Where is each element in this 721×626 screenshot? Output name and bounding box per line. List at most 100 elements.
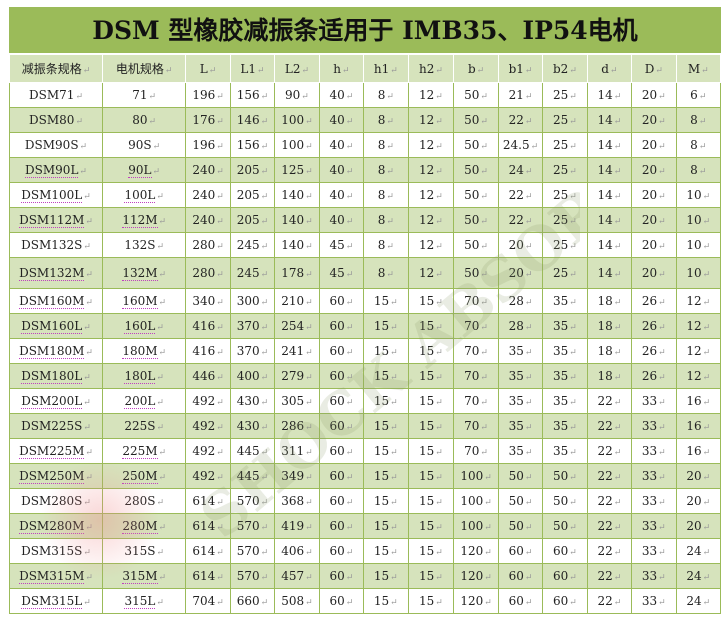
table-cell-text: 28 [508, 294, 524, 308]
table-cell-text: 570 [236, 544, 260, 558]
table-cell: 20↵ [675, 463, 721, 489]
table-cell-text: 21 [508, 88, 524, 102]
table-cell: 430↵ [229, 388, 276, 414]
paragraph-mark-icon: ↵ [569, 192, 577, 202]
table-cell-text: 60 [329, 319, 345, 333]
paragraph-mark-icon: ↵ [702, 573, 711, 583]
paragraph-mark-icon: ↵ [702, 242, 711, 252]
table-cell: 70↵ [453, 438, 499, 464]
table-cell-text: 240 [192, 188, 216, 202]
table-cell: 60↵ [542, 538, 588, 564]
paragraph-mark-icon: ↵ [613, 523, 622, 533]
table-cell-text: 22 [508, 188, 524, 202]
table-cell: 60↵ [318, 313, 365, 339]
paragraph-mark-icon: ↵ [480, 92, 488, 102]
table-cell-text: 100 [281, 113, 305, 127]
table-cell-text: DSM100L [21, 188, 83, 203]
table-cell: 21↵ [497, 82, 544, 108]
paragraph-mark-icon: ↵ [569, 298, 577, 308]
paragraph-mark-icon: ↵ [613, 298, 622, 308]
table-cell: DSM225S↵ [8, 413, 104, 439]
paragraph-mark-icon: ↵ [569, 473, 577, 483]
table-cell: 50↵ [453, 207, 499, 233]
paragraph-mark-icon: ↵ [156, 423, 165, 433]
table-cell-text: 245 [236, 266, 260, 280]
table-cell: DSM315L↵ [8, 588, 104, 614]
table-cell-text: 12 [419, 266, 435, 280]
table-cell-text: 20 [641, 113, 658, 127]
table-cell-text: 370 [236, 319, 260, 333]
paragraph-mark-icon: ↵ [484, 473, 492, 483]
paragraph-mark-icon: ↵ [480, 142, 488, 152]
table-cell: 50↵ [453, 82, 499, 108]
table-cell-text: 370 [236, 344, 260, 358]
paragraph-mark-icon: ↵ [435, 373, 443, 383]
table-cell-text: DSM225M [19, 444, 85, 459]
paragraph-mark-icon: ↵ [569, 573, 577, 583]
paragraph-mark-icon: ↵ [305, 323, 313, 333]
paragraph-mark-icon: ↵ [156, 373, 164, 383]
table-cell-text: 60 [329, 469, 345, 483]
table-cell-text: DSM160L [21, 319, 83, 334]
table-cell: 50↵ [497, 463, 544, 489]
paragraph-mark-icon: ↵ [83, 373, 91, 383]
paragraph-mark-icon: ↵ [613, 142, 622, 152]
table-cell-text: 16 [686, 419, 702, 433]
paragraph-mark-icon: ↵ [216, 348, 224, 358]
paragraph-mark-icon: ↵ [613, 448, 622, 458]
paragraph-mark-icon: ↵ [435, 242, 443, 252]
table-cell-text: 18 [597, 294, 613, 308]
table-cell-text: 24 [508, 163, 524, 177]
table-cell: 40↵ [318, 107, 365, 133]
table-cell-text: 22 [597, 494, 613, 508]
table-cell-text: 22 [508, 113, 524, 127]
table-cell-text: DSM80 [29, 113, 75, 127]
table-cell-text: 225M [122, 444, 158, 459]
paragraph-mark-icon: ↵ [260, 323, 269, 333]
paragraph-mark-icon: ↵ [524, 373, 533, 383]
paragraph-mark-icon: ↵ [658, 423, 666, 433]
table-cell-text: 140 [281, 188, 305, 202]
paragraph-mark-icon: ↵ [156, 548, 165, 558]
paragraph-mark-icon: ↵ [658, 242, 666, 252]
paragraph-mark-icon: ↵ [305, 473, 313, 483]
table-cell: 225M↵ [102, 438, 187, 464]
paragraph-mark-icon: ↵ [390, 298, 398, 308]
table-cell: 22↵ [586, 413, 633, 439]
table-cell-text: 22 [597, 469, 613, 483]
paragraph-mark-icon: ↵ [345, 523, 354, 533]
paragraph-mark-icon: ↵ [524, 323, 533, 333]
paragraph-mark-icon: ↵ [480, 398, 488, 408]
table-cell: 704↵ [185, 588, 231, 614]
table-cell-text: 15 [373, 469, 390, 483]
table-cell-text: 250M [122, 469, 158, 484]
paragraph-mark-icon: ↵ [305, 348, 313, 358]
table-cell-text: 60 [329, 494, 345, 508]
paragraph-mark-icon: ↵ [152, 167, 161, 177]
paragraph-mark-icon: ↵ [216, 398, 224, 408]
paragraph-mark-icon: ↵ [702, 348, 711, 358]
table-cell-text: 15 [373, 419, 390, 433]
table-row: DSM100L↵ 100L↵ 240↵ 205↵ 140↵ 40↵ 8↵ 12↵ 50↵ 22↵ 2… [8, 182, 721, 208]
table-cell-text: 241 [281, 344, 305, 358]
table-cell: 50↵ [542, 463, 588, 489]
table-cell: 20↵ [631, 107, 677, 133]
table-cell: DSM80↵ [8, 107, 104, 133]
paragraph-mark-icon: ↵ [613, 573, 622, 583]
table-cell: 15↵ [363, 338, 409, 364]
paragraph-mark-icon: ↵ [435, 498, 443, 508]
table-cell: 180L↵ [102, 363, 187, 389]
table-row: DSM225M↵ 225M↵ 492↵ 445↵ 311↵ 60↵ 15↵ 15↵ 70↵ 35↵… [8, 438, 721, 464]
table-cell: 22↵ [586, 563, 633, 589]
paragraph-mark-icon: ↵ [484, 573, 492, 583]
column-header: D↵ [631, 54, 677, 83]
table-row: DSM315M↵ 315M↵ 614↵ 570↵ 457↵ 60↵ 15↵ 15↵ 120↵ 60… [8, 563, 721, 589]
table-row: DSM132S↵ 132S↵ 280↵ 245↵ 140↵ 45↵ 8↵ 12↵ 50↵ 20↵ 2… [8, 232, 721, 258]
paragraph-mark-icon: ↵ [435, 117, 443, 127]
paragraph-mark-icon: ↵ [524, 298, 533, 308]
table-cell-text: 40 [329, 88, 345, 102]
column-header: b2↵ [542, 54, 588, 83]
table-cell-text: 22 [597, 444, 613, 458]
paragraph-mark-icon: ↵ [524, 523, 533, 533]
table-cell: 176↵ [185, 107, 231, 133]
